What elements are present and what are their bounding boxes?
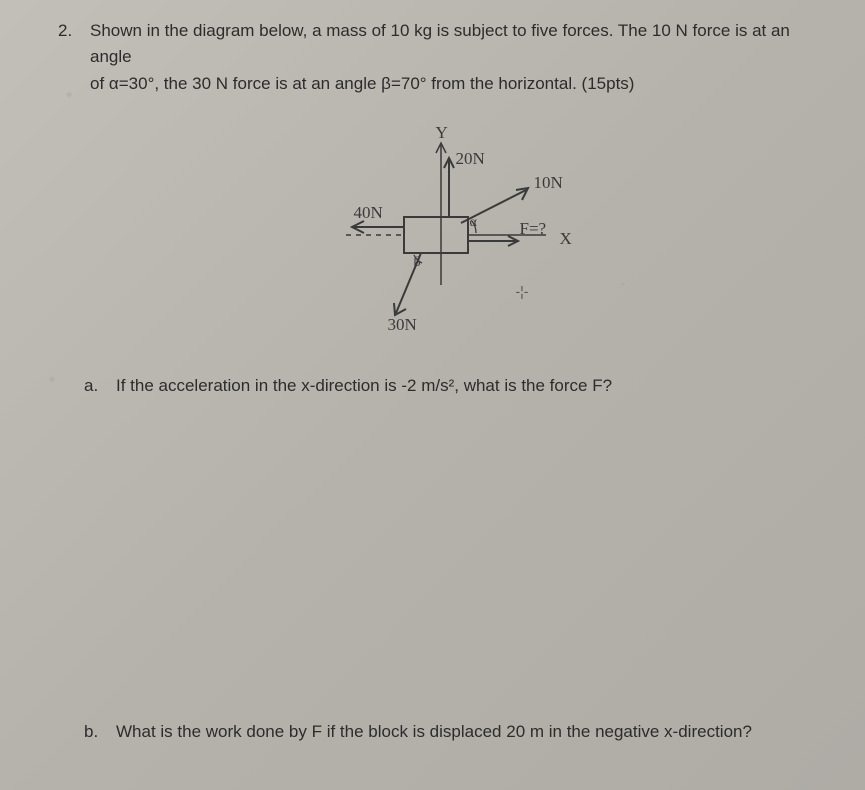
- force-f-label: F=?: [520, 219, 547, 239]
- alignment-cross-icon: -¦-: [516, 283, 529, 299]
- force-30n-label: 30N: [388, 315, 417, 335]
- question-number: 2.: [58, 18, 78, 97]
- force-20n-label: 20N: [456, 149, 485, 169]
- question-line2: of α=30°, the 30 N force is at an angle …: [90, 74, 634, 93]
- alpha-label: α: [470, 215, 477, 231]
- question-header: 2. Shown in the diagram below, a mass of…: [58, 18, 833, 97]
- part-a-letter: a.: [84, 373, 102, 399]
- question-line1: Shown in the diagram below, a mass of 10…: [90, 21, 790, 66]
- part-b-text: What is the work done by F if the block …: [116, 719, 752, 745]
- part-b-letter: b.: [84, 719, 102, 745]
- force-10n-label: 10N: [534, 173, 563, 193]
- part-a-text: If the acceleration in the x-direction i…: [116, 373, 612, 399]
- y-axis-label: Y: [436, 123, 448, 143]
- x-axis-label: X: [560, 229, 572, 249]
- question-text: Shown in the diagram below, a mass of 10…: [90, 18, 833, 97]
- force-40n-label: 40N: [354, 203, 383, 223]
- part-a: a. If the acceleration in the x-directio…: [58, 373, 833, 399]
- free-body-diagram: Y X 20N 10N 40N 30N F=? α β -¦-: [236, 115, 656, 345]
- part-b: b. What is the work done by F if the blo…: [58, 719, 833, 745]
- worksheet-page: 2. Shown in the diagram below, a mass of…: [0, 0, 865, 790]
- diagram-svg: [236, 115, 656, 345]
- beta-label: β: [414, 255, 421, 271]
